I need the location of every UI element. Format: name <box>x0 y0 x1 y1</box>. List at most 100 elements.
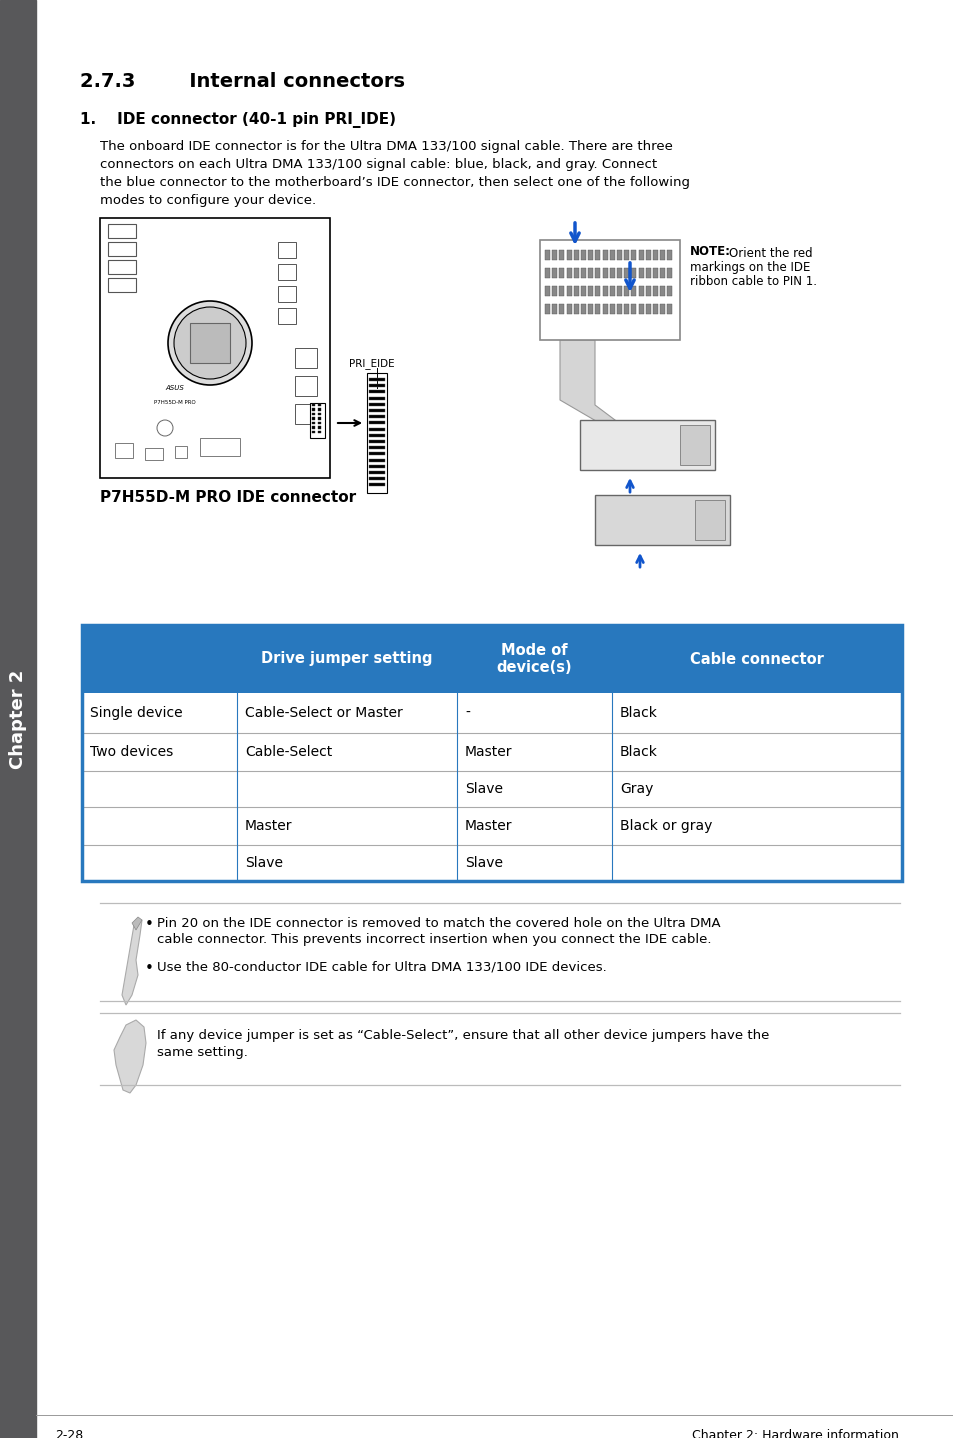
Bar <box>312 404 314 406</box>
Bar <box>544 250 550 260</box>
Bar <box>558 303 564 313</box>
Bar <box>580 286 585 296</box>
Text: The onboard IDE connector is for the Ultra DMA 133/100 signal cable. There are t: The onboard IDE connector is for the Ult… <box>100 139 672 152</box>
Bar <box>659 286 664 296</box>
Bar <box>369 464 385 467</box>
Bar <box>369 459 385 462</box>
Bar <box>82 693 901 733</box>
Bar <box>588 267 593 278</box>
Text: Master: Master <box>245 820 293 833</box>
Bar <box>595 303 599 313</box>
Bar <box>369 446 385 449</box>
Bar <box>145 449 163 460</box>
Bar <box>552 303 557 313</box>
Bar <box>0 0 36 1438</box>
Bar <box>667 303 672 313</box>
Bar <box>369 477 385 480</box>
Bar <box>588 250 593 260</box>
Bar <box>631 286 636 296</box>
Text: Master: Master <box>464 820 512 833</box>
Bar <box>544 267 550 278</box>
Bar <box>108 278 136 292</box>
Bar <box>631 303 636 313</box>
Bar <box>638 286 643 296</box>
Bar <box>617 267 621 278</box>
Bar <box>631 250 636 260</box>
Bar <box>652 250 658 260</box>
Text: Cable-Select or Master: Cable-Select or Master <box>245 706 402 720</box>
Text: NOTE:: NOTE: <box>689 244 730 257</box>
Circle shape <box>173 306 246 380</box>
Text: connectors on each Ultra DMA 133/100 signal cable: blue, black, and gray. Connec: connectors on each Ultra DMA 133/100 sig… <box>100 158 657 171</box>
Bar <box>544 303 550 313</box>
Bar <box>200 439 240 456</box>
Text: Drive jumper setting: Drive jumper setting <box>261 651 433 666</box>
Bar <box>367 372 387 493</box>
Bar <box>573 286 578 296</box>
Bar <box>580 267 585 278</box>
Bar <box>82 626 901 693</box>
Bar <box>82 626 901 881</box>
Bar <box>566 250 571 260</box>
Bar <box>580 250 585 260</box>
Bar <box>82 807 901 846</box>
Bar <box>312 408 314 410</box>
Text: Slave: Slave <box>245 856 283 870</box>
Bar <box>617 286 621 296</box>
Text: Black: Black <box>619 706 658 720</box>
Polygon shape <box>122 920 142 1005</box>
Bar <box>609 286 614 296</box>
Bar <box>277 286 295 302</box>
Bar <box>652 303 658 313</box>
Bar <box>369 427 385 430</box>
Text: 2-28: 2-28 <box>55 1429 83 1438</box>
Bar <box>82 846 901 881</box>
Bar <box>552 250 557 260</box>
Text: Mode of
device(s): Mode of device(s) <box>497 643 572 676</box>
Bar <box>369 408 385 413</box>
Bar <box>369 421 385 424</box>
Bar <box>558 250 564 260</box>
Bar <box>667 286 672 296</box>
Text: Gray: Gray <box>619 782 653 797</box>
Bar <box>645 267 650 278</box>
Bar <box>609 267 614 278</box>
Bar <box>602 250 607 260</box>
Bar <box>617 250 621 260</box>
Bar <box>602 267 607 278</box>
Bar <box>312 417 314 420</box>
Bar <box>369 397 385 400</box>
Text: Slave: Slave <box>464 856 502 870</box>
Polygon shape <box>559 339 669 470</box>
Bar <box>679 426 709 464</box>
Bar <box>638 303 643 313</box>
Bar <box>317 404 320 406</box>
Text: markings on the IDE: markings on the IDE <box>689 262 809 275</box>
Text: cable connector. This prevents incorrect insertion when you connect the IDE cabl: cable connector. This prevents incorrect… <box>157 933 711 946</box>
Bar <box>631 267 636 278</box>
Bar <box>539 240 679 339</box>
Circle shape <box>157 420 172 436</box>
Bar <box>667 267 672 278</box>
Bar <box>609 303 614 313</box>
Bar <box>100 219 330 477</box>
Bar <box>317 417 320 420</box>
Bar <box>667 250 672 260</box>
Bar <box>623 250 629 260</box>
Text: Single device: Single device <box>90 706 182 720</box>
Bar <box>617 303 621 313</box>
Bar <box>82 733 901 771</box>
Bar <box>108 260 136 275</box>
Bar <box>579 420 714 470</box>
Text: the blue connector to the motherboard’s IDE connector, then select one of the fo: the blue connector to the motherboard’s … <box>100 175 689 188</box>
Bar <box>595 267 599 278</box>
Bar <box>317 421 320 424</box>
Text: Cable connector: Cable connector <box>689 651 823 666</box>
Text: If any device jumper is set as “Cable-Select”, ensure that all other device jump: If any device jumper is set as “Cable-Se… <box>157 1030 768 1043</box>
Bar <box>580 303 585 313</box>
Text: ASUS: ASUS <box>166 385 184 391</box>
Bar <box>602 286 607 296</box>
Text: •: • <box>145 961 153 976</box>
Bar <box>623 267 629 278</box>
Bar <box>277 308 295 324</box>
